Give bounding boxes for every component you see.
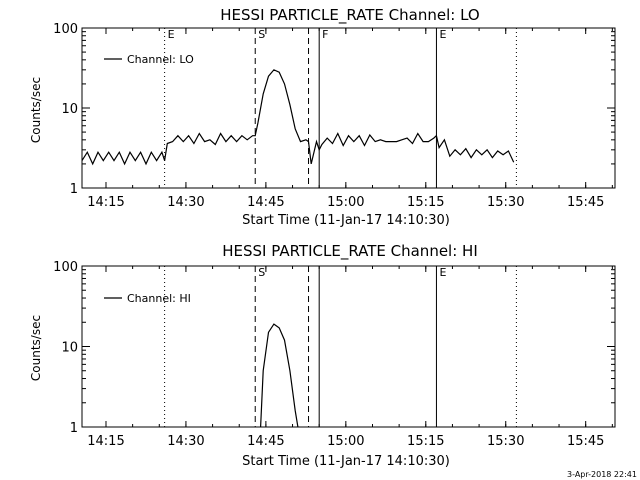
y-tick-label: 100 [53,22,78,37]
x-axis-label: Start Time (11-Jan-17 14:10:30) [242,213,450,228]
x-tick-label: 14:15 [87,195,124,210]
x-tick-label: 15:30 [487,434,524,449]
y-axis-label: Counts/sec [29,315,43,381]
legend: Channel: LO [104,53,194,66]
y-tick-label: 1 [70,421,78,436]
axis-ticks: 14:15 14:30 14:45 15:00 15:15 15:30 15:45 1 10 10… [53,260,615,449]
y-tick-label: 1 [70,182,78,197]
legend-label: Channel: HI [127,292,191,305]
y-tick-label: 10 [61,102,78,117]
x-tick-label: 15:00 [327,434,364,449]
marker-label: S [258,266,265,279]
plot-title: HESSI PARTICLE_RATE Channel: LO [220,6,479,25]
x-tick-label: 15:45 [567,434,604,449]
x-tick-label: 15:15 [407,195,444,210]
x-tick-label: 14:45 [247,434,284,449]
marker-label: S [258,28,265,41]
x-tick-label: 14:30 [167,434,204,449]
marker-label: E [439,266,446,279]
x-axis-label: Start Time (11-Jan-17 14:10:30) [242,454,450,469]
x-tick-label: 15:15 [407,434,444,449]
plot-title: HESSI PARTICLE_RATE Channel: HI [222,242,478,261]
panel-lo: HESSI PARTICLE_RATE Channel: LO E S F E 14:… [29,6,616,228]
y-axis-label: Counts/sec [29,77,43,143]
x-tick-label: 15:45 [567,195,604,210]
legend: Channel: HI [104,292,191,305]
x-tick-label: 15:30 [487,195,524,210]
y-tick-label: 100 [53,260,78,275]
legend-label: Channel: LO [127,53,194,66]
marker-label: E [439,28,446,41]
x-tick-label: 14:30 [167,195,204,210]
y-tick-label: 10 [61,341,78,356]
axis-ticks: 14:15 14:30 14:45 15:00 15:15 15:30 15:45 1 10 10… [53,22,615,210]
x-tick-label: 14:45 [247,195,284,210]
marker-label: F [322,28,328,41]
series-line [260,323,299,428]
timestamp: 3-Apr-2018 22:41 [567,470,637,479]
x-tick-label: 14:15 [87,434,124,449]
marker-label: E [168,28,175,41]
series-line [81,69,515,166]
x-tick-label: 15:00 [327,195,364,210]
